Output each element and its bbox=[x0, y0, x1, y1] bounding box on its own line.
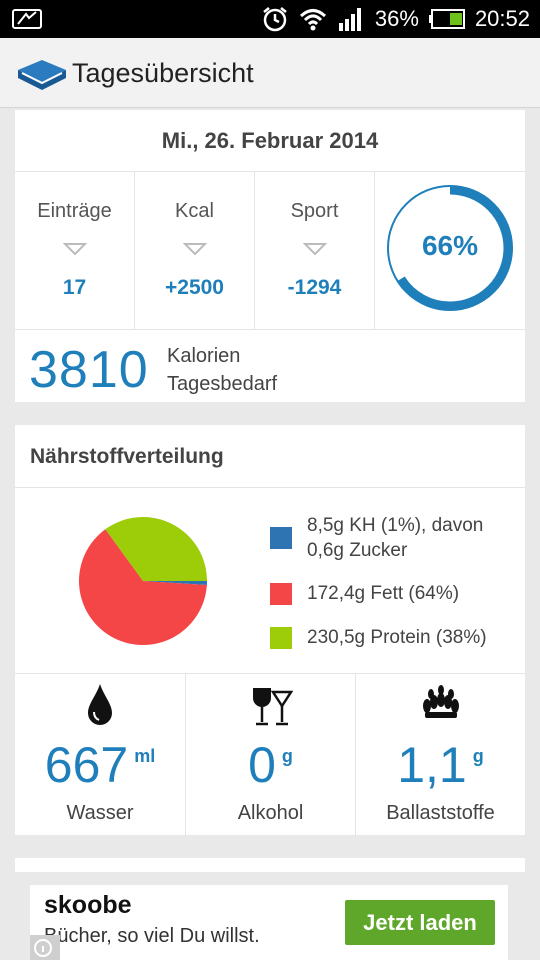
legend-text: 172,4g Fett (64%) bbox=[307, 583, 460, 604]
metric-unit: g bbox=[281, 746, 293, 766]
metric-fiber[interactable]: 1,1 g Ballaststoffe bbox=[355, 674, 525, 836]
legend-text: 230,5g Protein (38%) bbox=[307, 627, 487, 648]
page-title: Tagesübersicht bbox=[72, 58, 254, 88]
legend-line: 0,6g Zucker bbox=[307, 540, 408, 561]
alarm-icon bbox=[263, 7, 287, 32]
pie-slice-kh bbox=[143, 581, 207, 586]
daily-need-line2: Tagesbedarf bbox=[167, 373, 278, 395]
nutrient-title: Nährstoffverteilung bbox=[15, 425, 525, 488]
stat-value: +2500 bbox=[165, 276, 224, 299]
stat-entries[interactable]: Einträge 17 bbox=[15, 172, 135, 329]
stat-kcal[interactable]: Kcal +2500 bbox=[135, 172, 255, 329]
metric-number: 667 bbox=[44, 737, 129, 793]
wifi-icon bbox=[299, 9, 326, 31]
date-selector[interactable]: Mi., 26. Februar 2014 bbox=[15, 110, 525, 172]
legend-swatch bbox=[270, 527, 292, 549]
metric-value: 1,1 g bbox=[356, 736, 525, 794]
metric-value: 667 ml bbox=[15, 736, 185, 794]
triangle-down-icon bbox=[302, 243, 327, 256]
stat-value: -1294 bbox=[287, 276, 342, 299]
triangle-down-icon bbox=[182, 243, 207, 256]
progress-arc bbox=[387, 185, 513, 311]
signal-icon bbox=[338, 8, 361, 31]
metric-number: 0 bbox=[248, 737, 276, 793]
legend-swatch bbox=[270, 583, 292, 605]
battery-icon bbox=[428, 9, 465, 29]
app-logo-book-icon[interactable] bbox=[16, 56, 68, 92]
ad-banner[interactable]: skoobe Bücher, so viel Du willst. Jetzt … bbox=[30, 885, 508, 960]
metric-unit: ml bbox=[134, 746, 156, 766]
stat-value: 17 bbox=[62, 276, 87, 299]
metric-water[interactable]: 667 ml Wasser bbox=[15, 674, 185, 836]
stat-label: Einträge bbox=[37, 200, 112, 222]
battery-percent: 36% bbox=[374, 6, 419, 31]
daily-need-row: 3810 Kalorien Tagesbedarf bbox=[15, 329, 525, 402]
progress-ring-graphic bbox=[387, 185, 513, 311]
pie-slice-fett bbox=[79, 529, 207, 645]
ad-brand: skoobe bbox=[44, 891, 132, 919]
nutrient-card: Nährstoffverteilung 8,5g KH (1%), davon … bbox=[15, 425, 527, 836]
metric-label: Wasser bbox=[66, 802, 134, 824]
metric-label: Ballaststoffe bbox=[386, 802, 495, 824]
metric-label: Alkohol bbox=[237, 802, 304, 824]
triangle-down-icon bbox=[62, 243, 87, 256]
legend-text: 8,5g KH (1%), davon 0,6g Zucker bbox=[307, 513, 527, 563]
stat-sport[interactable]: Sport -1294 bbox=[255, 172, 375, 329]
pie-slice-protein bbox=[105, 517, 207, 581]
status-icons: 36% 20:52 bbox=[261, 0, 530, 38]
metric-number: 1,1 bbox=[397, 737, 467, 793]
notification-icon bbox=[12, 9, 42, 29]
progress-percent: 66% bbox=[421, 230, 479, 261]
water-drop-icon bbox=[88, 684, 112, 725]
nutrient-pie-chart bbox=[79, 517, 207, 645]
status-bar: 36% 20:52 bbox=[0, 0, 540, 38]
metric-unit: g bbox=[472, 746, 484, 766]
next-card-edge bbox=[15, 858, 525, 872]
legend-line: 8,5g KH (1%), davon bbox=[307, 515, 484, 536]
progress-ring: 66% bbox=[375, 172, 525, 329]
clock: 20:52 bbox=[474, 6, 530, 31]
glasses-icon bbox=[252, 688, 293, 726]
info-circle-icon bbox=[34, 939, 52, 957]
daily-need-line1: Kalorien bbox=[167, 345, 241, 367]
daily-need-label: Kalorien Tagesbedarf bbox=[167, 342, 277, 398]
ad-download-button[interactable]: Jetzt laden bbox=[345, 900, 495, 945]
action-bar: Tagesübersicht bbox=[0, 38, 540, 108]
day-summary-card: Mi., 26. Februar 2014 Einträge 17 Kcal +… bbox=[15, 110, 525, 402]
legend-swatch bbox=[270, 627, 292, 649]
stat-label: Sport bbox=[290, 200, 339, 222]
daily-need-value: 3810 bbox=[29, 341, 149, 399]
wheat-icon bbox=[422, 685, 459, 718]
ad-slogan: Bücher, so viel Du willst. bbox=[44, 925, 260, 947]
ad-info-icon[interactable] bbox=[30, 935, 60, 960]
stat-label: Kcal bbox=[175, 200, 214, 222]
